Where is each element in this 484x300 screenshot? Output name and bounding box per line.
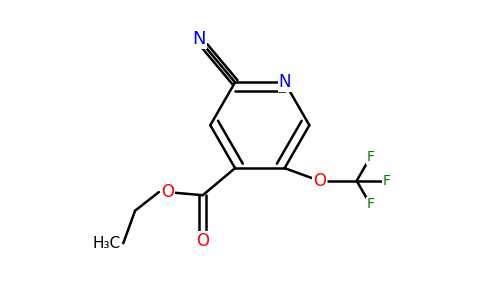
Text: O: O — [313, 172, 326, 190]
Text: H₃C: H₃C — [92, 236, 121, 251]
Text: F: F — [366, 150, 374, 164]
Text: F: F — [382, 174, 391, 188]
Text: N: N — [192, 31, 206, 49]
Text: O: O — [161, 183, 174, 201]
Text: O: O — [197, 232, 209, 250]
Text: N: N — [278, 73, 291, 91]
Text: F: F — [366, 197, 374, 212]
